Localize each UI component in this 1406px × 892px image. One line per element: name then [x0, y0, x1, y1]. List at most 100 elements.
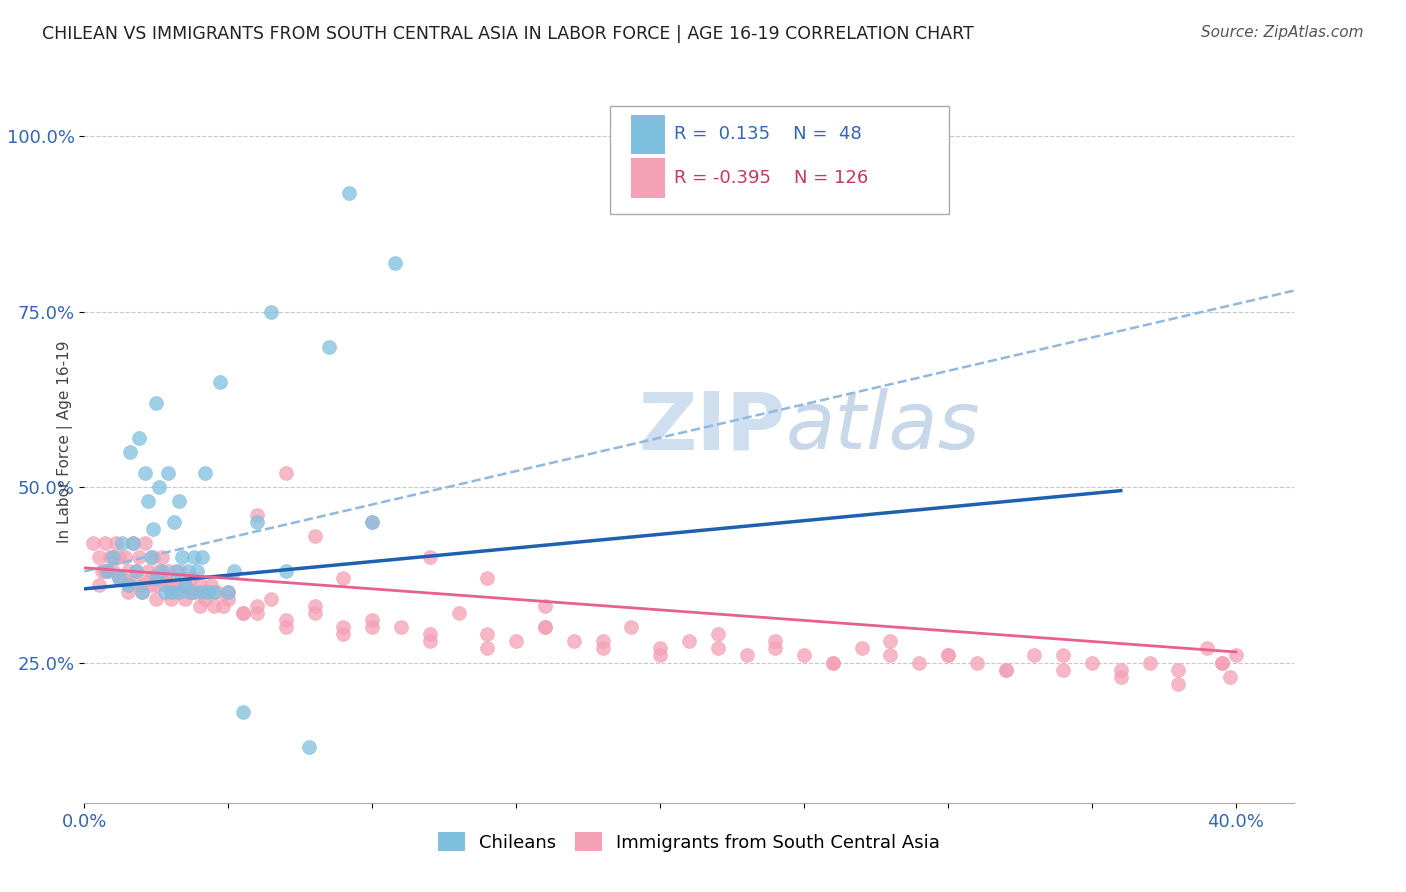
Point [105, 536, 128, 550]
Point [145, 396, 167, 410]
Y-axis label: In Labor Force | Age 16-19: In Labor Force | Age 16-19 [58, 340, 73, 543]
Point [150, 550, 173, 565]
Point [419, 627, 441, 641]
Point [117, 578, 139, 592]
Point [169, 494, 191, 508]
Point [122, 536, 145, 550]
Point [246, 515, 269, 529]
Point [994, 663, 1017, 677]
Point [108, 571, 131, 585]
Point [174, 578, 197, 592]
Point [1081, 656, 1104, 670]
Text: R = -0.395    N = 126: R = -0.395 N = 126 [675, 169, 869, 186]
Point [1219, 669, 1241, 683]
Point [337, 186, 360, 200]
Point [120, 445, 142, 459]
Point [139, 571, 162, 585]
Point [879, 634, 901, 648]
Point [534, 599, 557, 614]
Point [136, 564, 159, 578]
Point [180, 571, 202, 585]
Point [1167, 676, 1189, 690]
Point [706, 641, 728, 656]
Point [1197, 641, 1219, 656]
Point [447, 607, 470, 621]
Point [205, 585, 228, 599]
Point [191, 550, 214, 565]
Bar [631, 114, 665, 154]
Point [678, 634, 700, 648]
Point [93, 564, 115, 578]
Point [156, 466, 179, 480]
Point [908, 656, 931, 670]
Point [145, 592, 167, 607]
Text: ZIP: ZIP [638, 388, 786, 467]
Point [361, 515, 384, 529]
Point [180, 585, 202, 599]
Point [592, 634, 614, 648]
Point [186, 564, 208, 578]
Point [183, 585, 205, 599]
Point [139, 550, 162, 565]
Point [101, 564, 124, 578]
Point [101, 550, 124, 565]
Point [232, 607, 254, 621]
Point [879, 648, 901, 663]
Point [111, 536, 134, 550]
Point [169, 564, 191, 578]
Point [217, 592, 239, 607]
Point [125, 564, 148, 578]
Point [202, 599, 225, 614]
Point [188, 585, 211, 599]
Point [217, 585, 239, 599]
Point [188, 578, 211, 592]
Point [172, 550, 194, 565]
Point [177, 564, 200, 578]
Point [1024, 648, 1046, 663]
Point [419, 634, 441, 648]
Point [117, 585, 139, 599]
Point [246, 607, 269, 621]
Point [159, 592, 181, 607]
Point [1052, 663, 1074, 677]
Point [505, 634, 527, 648]
Point [1052, 648, 1074, 663]
Point [274, 614, 297, 628]
Point [222, 564, 245, 578]
Point [477, 641, 499, 656]
Point [966, 656, 988, 670]
Point [232, 607, 254, 621]
Point [148, 564, 170, 578]
Point [217, 585, 239, 599]
Point [82, 536, 104, 550]
Point [994, 663, 1017, 677]
Point [120, 578, 142, 592]
Point [274, 620, 297, 634]
Point [208, 375, 231, 389]
Point [153, 571, 176, 585]
Point [142, 550, 165, 565]
Point [211, 599, 233, 614]
Point [174, 578, 197, 592]
Bar [631, 158, 665, 198]
Point [650, 648, 672, 663]
Point [162, 515, 184, 529]
Point [246, 508, 269, 523]
Point [108, 571, 131, 585]
Point [194, 466, 217, 480]
Point [90, 564, 112, 578]
Point [821, 656, 844, 670]
Point [298, 739, 321, 754]
Point [419, 550, 441, 565]
Point [197, 585, 219, 599]
Point [111, 571, 134, 585]
Point [128, 550, 150, 565]
Point [125, 571, 148, 585]
Point [150, 564, 173, 578]
Point [534, 620, 557, 634]
Text: atlas: atlas [786, 388, 980, 467]
Point [260, 592, 283, 607]
Point [332, 627, 354, 641]
Point [1211, 656, 1233, 670]
Text: CHILEAN VS IMMIGRANTS FROM SOUTH CENTRAL ASIA IN LABOR FORCE | AGE 16-19 CORRELA: CHILEAN VS IMMIGRANTS FROM SOUTH CENTRAL… [42, 25, 974, 43]
